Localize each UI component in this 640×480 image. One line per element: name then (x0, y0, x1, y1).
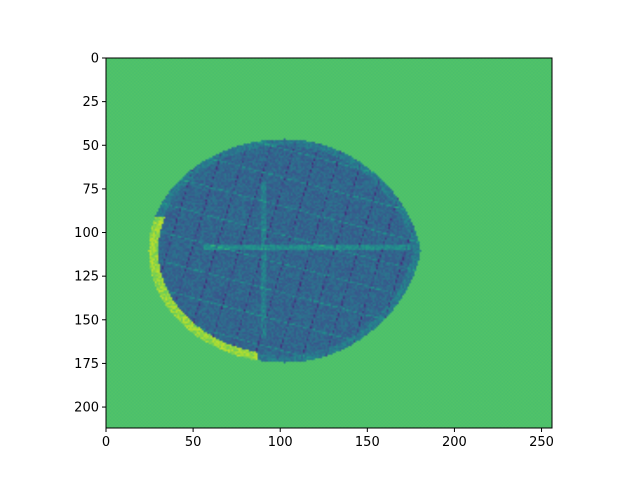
y-tick-label: 150 (74, 313, 99, 328)
y-tick-label: 50 (82, 139, 99, 154)
x-tick-label: 0 (102, 435, 110, 450)
heatmap-image (106, 58, 552, 428)
x-tick-label: 100 (268, 435, 293, 450)
y-tick-label: 0 (91, 52, 99, 67)
y-tick-label: 200 (74, 401, 99, 416)
y-tick-label: 125 (74, 270, 99, 285)
x-tick-label: 250 (529, 435, 554, 450)
y-axis: 0 25 50 75 100 125 150 175 200 (74, 52, 106, 416)
x-tick-label: 50 (185, 435, 202, 450)
x-tick-label: 200 (442, 435, 467, 450)
y-tick-label: 75 (82, 182, 99, 197)
x-axis: 0 50 100 150 200 250 (102, 428, 554, 450)
y-tick-label: 25 (82, 95, 99, 110)
y-tick-label: 100 (74, 226, 99, 241)
x-tick-label: 150 (355, 435, 380, 450)
y-tick-label: 175 (74, 357, 99, 372)
plot-area (105, 57, 553, 429)
axes-frame (105, 57, 553, 429)
